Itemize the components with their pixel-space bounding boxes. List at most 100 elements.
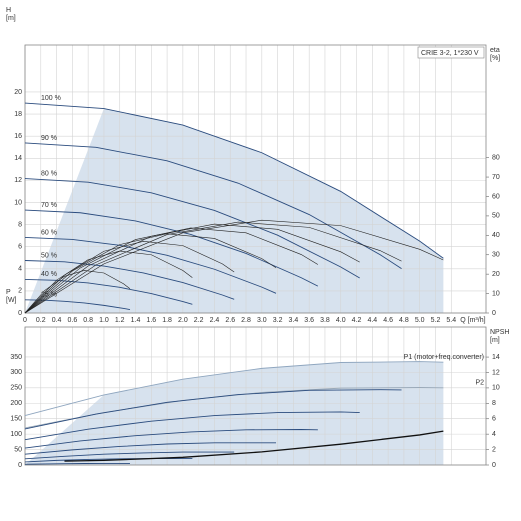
y2-tick-label: 0 — [492, 310, 496, 317]
y2-axis-label: [m] — [490, 337, 500, 344]
y-tick-label: 300 — [10, 369, 22, 376]
y2-tick-label: 50 — [492, 213, 500, 220]
curve-label: P2 — [475, 380, 484, 387]
y-axis-label: H — [6, 7, 11, 14]
x-tick-label: 1.6 — [146, 317, 156, 324]
efficiency-curve — [24, 250, 193, 314]
y-axis-label: [W] — [6, 297, 17, 304]
power-curve — [24, 411, 360, 441]
y2-tick-label: 20 — [492, 271, 500, 278]
efficiency-curve — [24, 270, 131, 314]
efficiency-curve — [24, 221, 402, 314]
x-tick-label: 5.4 — [446, 317, 456, 324]
y2-tick-label: 70 — [492, 174, 500, 181]
x-tick-label: 0.6 — [67, 317, 77, 324]
curve-label: 50 % — [41, 252, 57, 259]
y-tick-label: 200 — [10, 400, 22, 407]
power-curve — [24, 462, 130, 465]
y2-axis-label: NPSH — [490, 329, 509, 336]
y-tick-label: 8 — [18, 221, 22, 228]
x-tick-label: 3.6 — [304, 317, 314, 324]
power-curve — [24, 451, 235, 460]
x-tick-label: 3.2 — [273, 317, 283, 324]
x-tick-label: 3.4 — [289, 317, 299, 324]
x-tick-label: 3.8 — [320, 317, 330, 324]
y2-tick-label: 8 — [492, 400, 496, 407]
x-tick-label: 1.8 — [162, 317, 172, 324]
curve-label: 100 % — [41, 95, 61, 102]
curve-label: 80 % — [41, 170, 57, 177]
y2-tick-label: 80 — [492, 154, 500, 161]
power-curve — [24, 442, 277, 455]
x-tick-label: 1.2 — [115, 317, 125, 324]
efficiency-curve — [24, 227, 319, 314]
y2-axis-label: eta — [490, 47, 500, 54]
x-tick-label: 2.4 — [210, 317, 220, 324]
power-curve — [24, 458, 193, 463]
y-tick-label: 20 — [14, 89, 22, 96]
y2-tick-label: 14 — [492, 354, 500, 361]
head-curve — [24, 236, 277, 294]
title-box — [417, 46, 485, 59]
y-tick-label: 12 — [14, 177, 22, 184]
y2-tick-label: 10 — [492, 290, 500, 297]
y-tick-label: 18 — [14, 111, 22, 118]
x-tick-label: 1.4 — [131, 317, 141, 324]
operating-area — [25, 108, 444, 314]
y-tick-label: 0 — [18, 310, 22, 317]
operating-area — [25, 361, 444, 465]
y2-tick-label: 30 — [492, 252, 500, 259]
efficiency-curve — [24, 223, 360, 314]
y-tick-label: 4 — [18, 266, 22, 273]
x-tick-label: 4.6 — [383, 317, 393, 324]
y-tick-label: 14 — [14, 155, 22, 162]
y-axis-label: [m] — [6, 15, 16, 22]
x-tick-label: 0.2 — [36, 317, 46, 324]
x-axis-label: Q [m³/h] — [460, 317, 485, 324]
curve-label: 40 % — [41, 271, 57, 278]
x-tick-label: 5.2 — [431, 317, 441, 324]
y-tick-label: 6 — [18, 244, 22, 251]
head-curve — [24, 299, 131, 311]
y-tick-label: 150 — [10, 416, 22, 423]
x-tick-label: 2.2 — [194, 317, 204, 324]
curve-label: 60 % — [41, 229, 57, 236]
y2-tick-label: 10 — [492, 385, 500, 392]
y-tick-label: 50 — [14, 446, 22, 453]
x-tick-label: 3.0 — [257, 317, 267, 324]
head-curve — [24, 102, 444, 259]
y2-tick-label: 60 — [492, 193, 500, 200]
y-tick-label: 0 — [18, 462, 22, 469]
y2-tick-label: 6 — [492, 416, 496, 423]
efficiency-curve — [24, 233, 277, 314]
x-tick-label: 4.4 — [367, 317, 377, 324]
head-curve — [24, 260, 235, 300]
head-curve — [24, 209, 319, 287]
y-tick-label: 16 — [14, 133, 22, 140]
x-tick-label: 2.6 — [225, 317, 235, 324]
x-tick-label: 2.0 — [178, 317, 188, 324]
x-tick-label: 4.2 — [352, 317, 362, 324]
y-tick-label: 100 — [10, 431, 22, 438]
x-tick-label: 0.8 — [83, 317, 93, 324]
y-tick-label: 350 — [10, 354, 22, 361]
y-axis-label: P — [6, 289, 11, 296]
efficiency-curve — [24, 219, 444, 314]
y2-tick-label: 40 — [492, 232, 500, 239]
y-tick-label: 250 — [10, 385, 22, 392]
curve-label: 70 % — [41, 202, 57, 209]
x-tick-label: 5.0 — [415, 317, 425, 324]
y-tick-label: 2 — [18, 288, 22, 295]
y2-axis-label: [%] — [490, 55, 500, 62]
y2-tick-label: 4 — [492, 431, 496, 438]
y2-tick-label: 2 — [492, 446, 496, 453]
chart-title: CRIE 3-2, 1*230 V — [421, 50, 479, 57]
x-tick-label: 4.0 — [336, 317, 346, 324]
y-tick-label: 10 — [14, 199, 22, 206]
y2-tick-label: 12 — [492, 369, 500, 376]
plot-frame — [24, 326, 487, 466]
npsh-curve — [64, 430, 444, 462]
power-curve — [24, 429, 318, 449]
head-curve — [24, 178, 360, 279]
